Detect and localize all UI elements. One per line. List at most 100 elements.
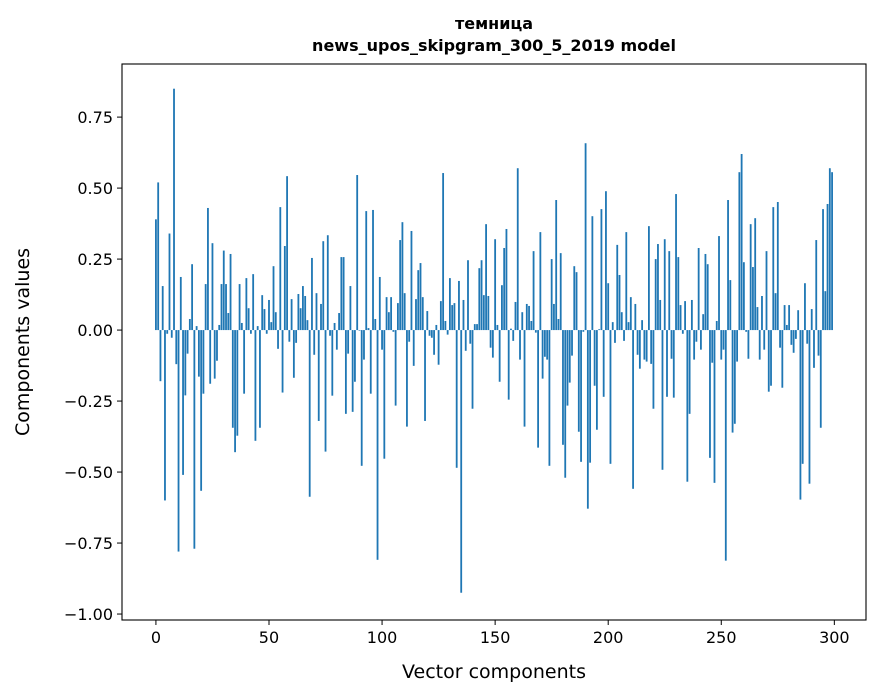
bar	[589, 330, 592, 463]
x-tick-label: 0	[151, 628, 161, 647]
bar	[306, 320, 309, 331]
bar	[365, 211, 368, 331]
x-axis: 0 50 100 150 200 250 300	[151, 620, 850, 647]
y-axis: 0.75 0.50 0.25 0.00 −0.25 −0.50 −0.75 −1.00	[64, 108, 122, 624]
bar	[448, 278, 451, 331]
bar	[643, 330, 646, 360]
y-tick-label: −1.00	[64, 605, 113, 624]
plot-frame	[121, 63, 867, 621]
bar	[618, 274, 621, 331]
bar	[476, 324, 478, 331]
bar	[322, 241, 325, 331]
bar	[231, 330, 234, 428]
bar	[756, 307, 759, 331]
bar	[335, 330, 338, 350]
bar	[394, 330, 397, 406]
bar	[530, 320, 533, 331]
y-tick-label: 0.75	[77, 108, 113, 127]
bar	[338, 313, 340, 331]
bar	[453, 303, 456, 331]
bar	[254, 330, 257, 441]
bar	[374, 318, 377, 331]
bar	[532, 251, 535, 331]
bar	[779, 330, 781, 348]
bar	[311, 257, 313, 331]
bar	[227, 313, 230, 331]
bar	[650, 330, 653, 364]
bar	[313, 330, 316, 355]
bar	[752, 267, 754, 331]
bar	[625, 232, 628, 331]
bar	[595, 330, 598, 430]
bar	[308, 330, 311, 497]
bar	[155, 219, 157, 331]
bar	[433, 330, 435, 355]
bar	[238, 284, 241, 331]
bar	[419, 263, 422, 331]
bar	[387, 312, 390, 331]
bar	[270, 322, 273, 331]
bar	[586, 330, 589, 509]
bar	[541, 330, 544, 379]
bar	[390, 297, 393, 331]
bar	[828, 168, 831, 331]
bar	[711, 330, 714, 363]
bar	[354, 330, 356, 382]
bar	[577, 330, 580, 432]
bar	[202, 330, 205, 394]
bar	[611, 322, 614, 331]
bar	[770, 330, 772, 386]
bar	[297, 294, 300, 331]
bar	[372, 209, 374, 331]
bar	[575, 272, 578, 331]
bar	[663, 239, 666, 331]
bar	[690, 299, 693, 331]
x-tick-label: 100	[367, 628, 398, 647]
bar	[200, 330, 203, 491]
bar	[331, 330, 334, 396]
bar	[229, 253, 232, 331]
bar	[349, 286, 352, 331]
bar	[819, 330, 822, 428]
bar	[695, 330, 698, 342]
bar	[179, 276, 182, 331]
bar	[421, 297, 424, 331]
bar	[693, 330, 696, 360]
bar	[738, 172, 741, 331]
bar	[428, 330, 431, 336]
y-axis-label: Components values	[12, 248, 34, 436]
bar	[381, 330, 383, 350]
bar	[261, 295, 264, 331]
bar	[785, 324, 788, 331]
bar	[600, 209, 603, 331]
chart-title-line-1: темница	[455, 14, 533, 33]
bar	[186, 330, 189, 354]
bar	[539, 232, 542, 331]
bar	[519, 330, 521, 360]
bar	[634, 303, 637, 331]
bar	[813, 330, 815, 368]
bar	[774, 293, 777, 331]
bar	[831, 172, 833, 331]
bar	[564, 330, 567, 478]
bar	[557, 318, 560, 331]
bar	[826, 203, 829, 331]
bar	[302, 286, 304, 331]
bar	[772, 207, 775, 331]
bar	[729, 280, 732, 331]
bar	[304, 295, 307, 331]
bar	[659, 299, 662, 331]
bar	[672, 330, 675, 398]
bar	[213, 330, 216, 379]
bar	[704, 253, 707, 331]
bar	[571, 330, 573, 356]
bar	[598, 329, 601, 331]
bar	[553, 303, 555, 331]
bar	[654, 259, 657, 331]
y-tick-label: −0.25	[64, 392, 113, 411]
bar	[274, 312, 277, 331]
bar	[460, 330, 463, 593]
bar	[442, 173, 445, 331]
bar	[164, 330, 166, 501]
